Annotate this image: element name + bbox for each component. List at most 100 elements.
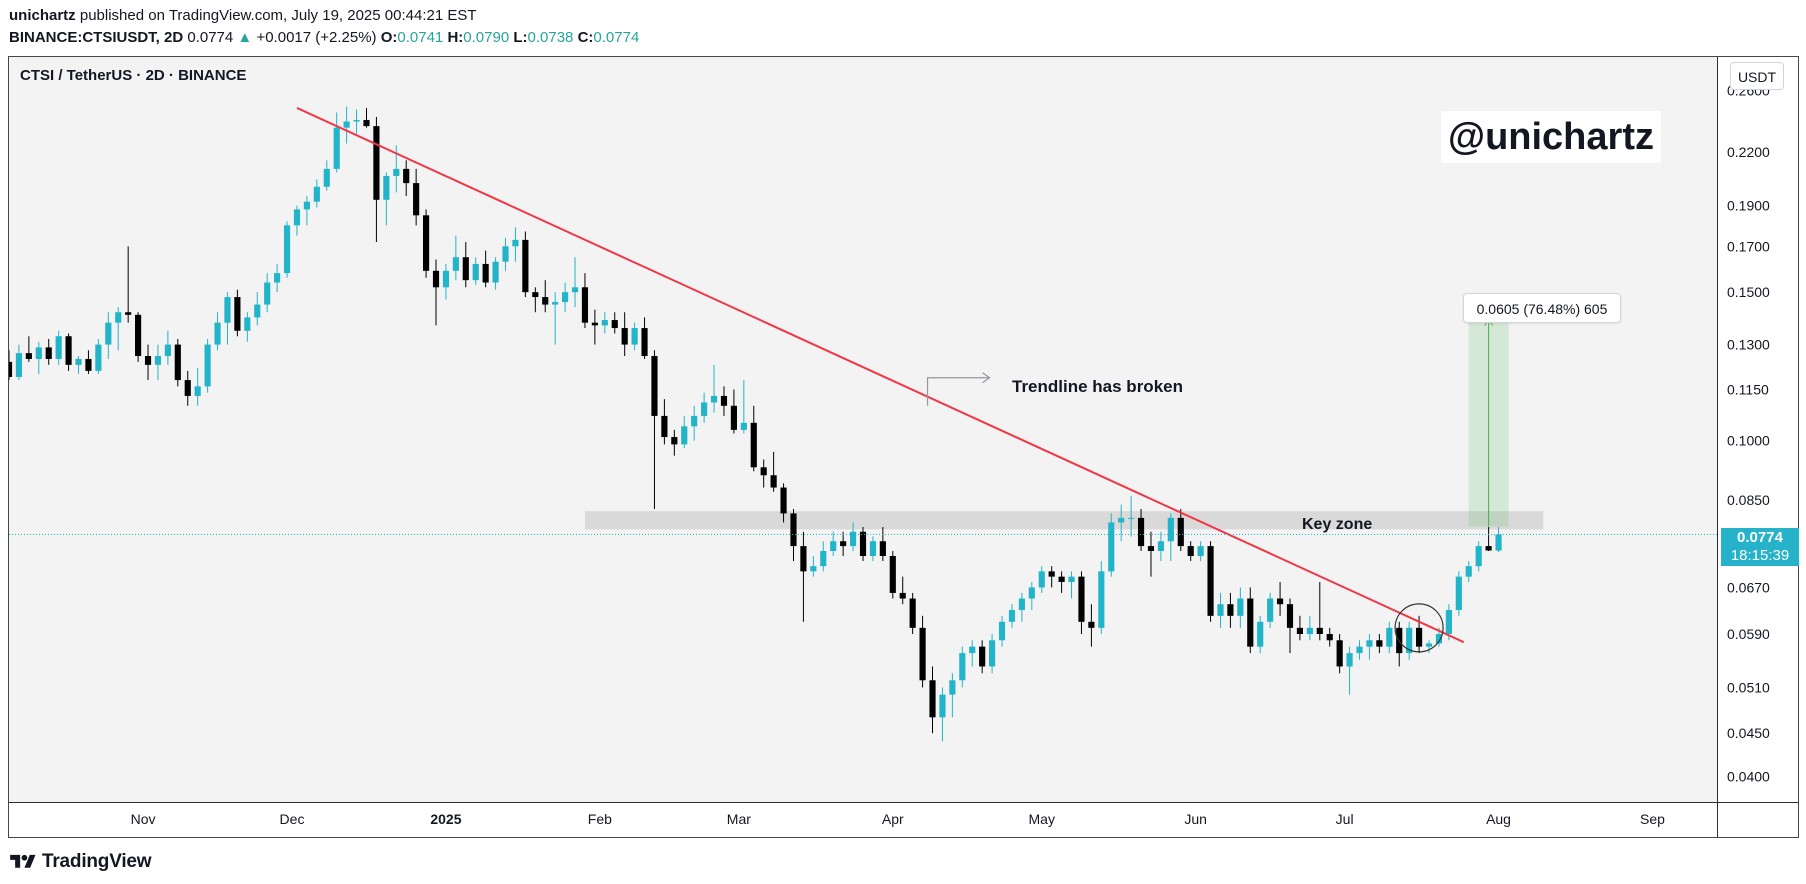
currency-selector[interactable]: USDT [1730,62,1784,90]
price-change: +0.0017 (+2.25%) [256,29,377,46]
candle [1455,571,1462,616]
candle-body [274,273,281,283]
candle-body [859,531,867,556]
candle [869,536,877,562]
time-tick-label: Feb [588,811,612,827]
candle [1098,561,1105,635]
candle [720,386,728,416]
candle [234,289,241,337]
publish-header: unichartz published on TradingView.com, … [9,6,1799,48]
candle-body [1475,546,1482,567]
candle [959,646,966,688]
candle-body [393,168,400,176]
candle [1128,495,1135,537]
candle-body [363,119,370,127]
candle [522,231,529,298]
candle-body [293,209,301,226]
candle-body [1336,640,1343,667]
candle-body [502,246,509,262]
breakout-circle [1394,603,1444,653]
candle [1465,561,1472,582]
candle [55,330,62,365]
candle-body [1058,576,1065,582]
candle [1336,634,1343,674]
candle [75,356,82,374]
candle-body [1406,627,1413,654]
candle [929,666,936,734]
annotation-arrow[interactable] [926,372,991,406]
candle [1048,566,1055,588]
candle [422,209,430,278]
tradingview-logo[interactable]: TradingView [9,850,152,874]
candle [144,344,152,381]
candle [740,380,747,434]
candle [661,399,668,445]
time-tick-label: Jun [1184,811,1207,827]
candle [830,531,837,556]
candle [1157,531,1164,562]
candle [1008,604,1016,628]
candle [353,109,360,136]
candle-body [681,426,688,445]
candle [1187,541,1194,562]
price-tick-label: 0.0510 [1727,679,1770,695]
chart-canvas[interactable]: 0.26000.22000.19000.17000.15000.13000.11… [9,57,1798,837]
candle [442,263,450,300]
price-axis[interactable]: 0.26000.22000.19000.17000.15000.13000.11… [1727,83,1770,785]
candle [313,179,320,208]
candle [859,527,867,562]
candle [989,634,996,674]
chart-frame[interactable]: 0.26000.22000.19000.17000.15000.13000.11… [8,56,1799,838]
candle [681,415,688,449]
candle [1247,587,1254,654]
candle [1207,541,1214,622]
price-tick-label: 0.1900 [1727,198,1770,214]
candle [125,246,132,323]
candle-body [621,328,628,345]
candle [15,344,23,381]
candle-body [1177,517,1184,547]
candle [1326,627,1333,647]
candle [1286,598,1294,654]
candle-body [571,287,579,293]
candle-body [591,322,598,326]
candle [790,508,797,562]
candle-body [65,336,72,365]
candle-body [154,356,162,365]
candle-body [1435,634,1443,644]
trendline[interactable] [296,107,1465,653]
key-zone-label[interactable]: Key zone [1302,516,1373,533]
candle [939,687,946,742]
price-tick-label: 0.0450 [1727,725,1770,741]
author-name[interactable]: unichartz [9,7,76,24]
candle [224,292,231,345]
candle [1118,504,1125,542]
measure-label[interactable]: 0.0605 (76.48%) 605 [1463,293,1621,323]
candle [760,459,767,488]
close-label: C: [577,29,594,46]
high-value: 0.0790 [463,29,510,46]
candle [333,112,340,173]
candle [1058,571,1065,593]
candle [641,317,648,359]
candle-body [204,344,211,387]
candle-body [601,320,608,326]
candle [264,273,271,313]
measure-tool[interactable] [1468,318,1509,527]
candle [730,389,737,434]
candle-body [413,183,420,216]
candle [1296,615,1304,641]
high-label: H: [447,29,464,46]
candle-body [1495,534,1502,551]
key-zone[interactable] [584,511,1544,530]
candle [810,555,817,577]
candle-body [552,302,559,305]
candle [998,615,1006,647]
price-tick-label: 0.2200 [1727,144,1770,160]
annotation-text[interactable]: Trendline has broken [1012,377,1183,396]
candle [1257,615,1264,654]
time-axis[interactable]: Nov Dec 2025 Feb Mar Apr May Jun Jul Aug Sep [131,811,1666,827]
candle-body [1088,621,1095,628]
candle-body [283,225,291,274]
candle [45,338,52,365]
